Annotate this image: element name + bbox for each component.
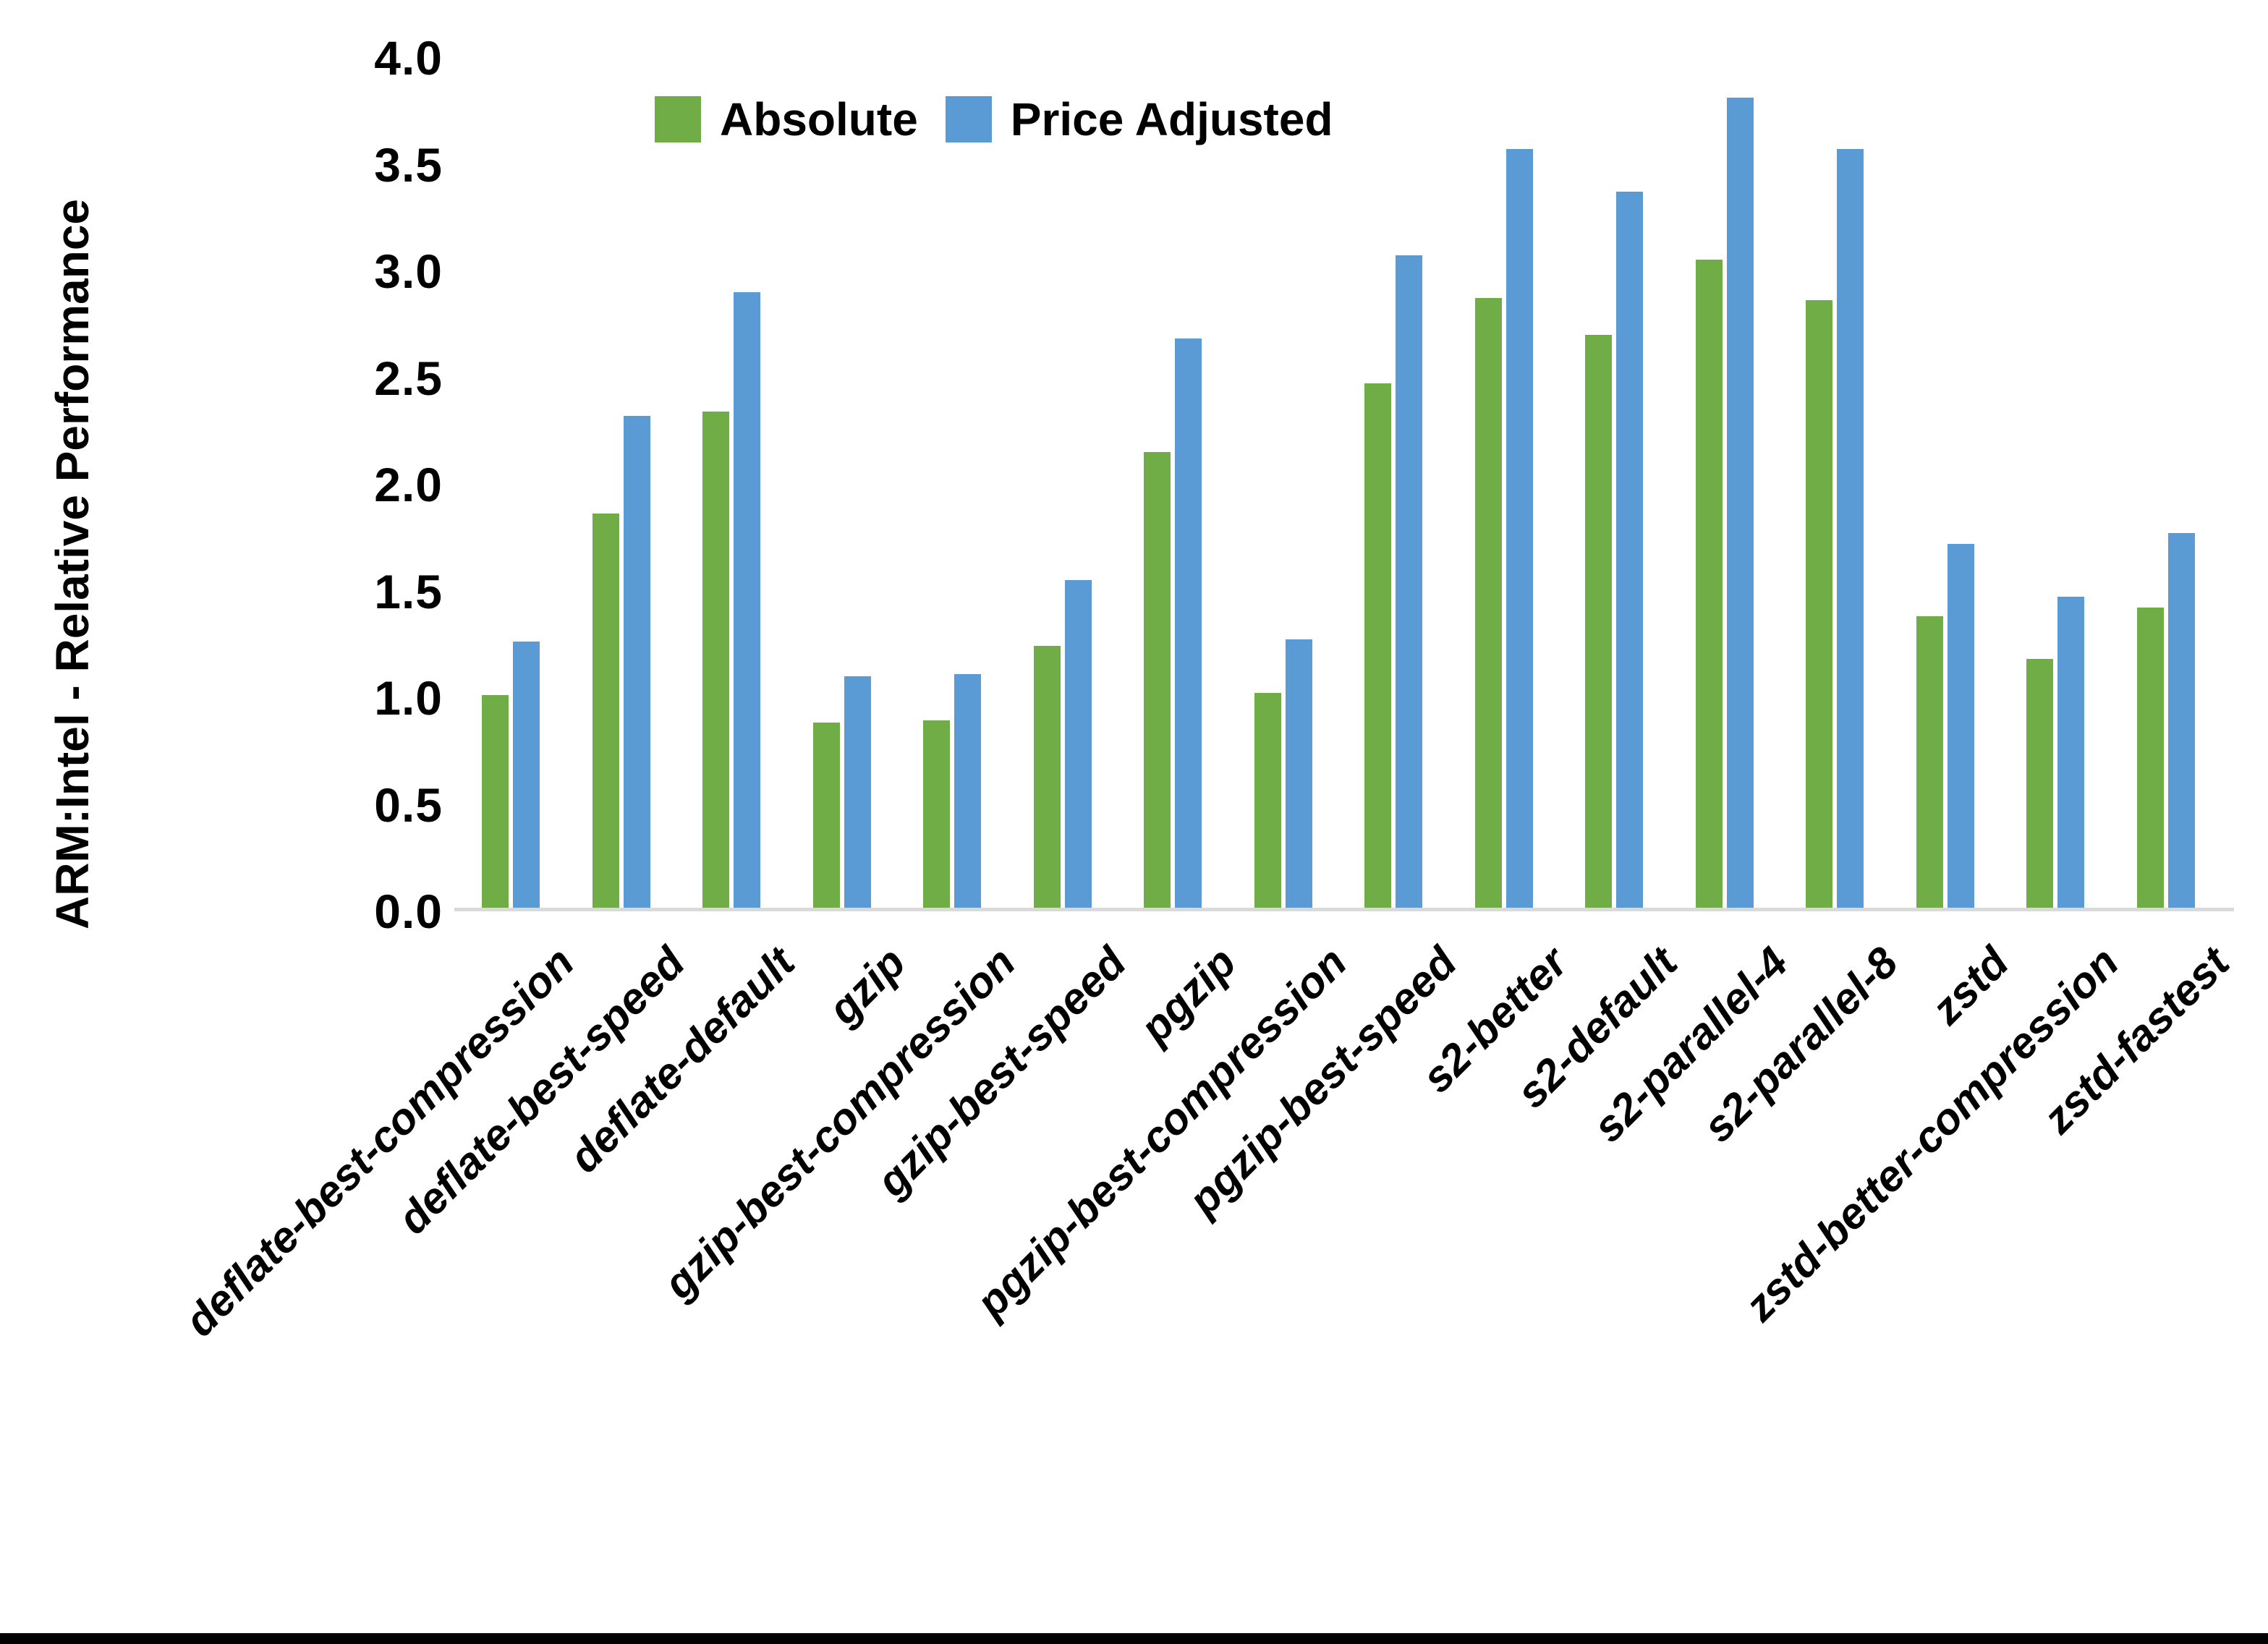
bar-absolute xyxy=(923,720,950,911)
bar-absolute xyxy=(2136,608,2164,911)
bar-price-adjusted xyxy=(2057,597,2084,911)
y-tick-label: 2.0 xyxy=(374,458,443,511)
y-tick-label: 3.0 xyxy=(374,244,443,298)
bar-absolute xyxy=(482,695,509,911)
bar-price-adjusted xyxy=(1947,543,1974,911)
bar-price-adjusted xyxy=(1064,579,1092,911)
legend-swatch-absolute-icon xyxy=(655,96,701,142)
bar-price-adjusted xyxy=(844,676,871,911)
bar-price-adjusted xyxy=(954,673,981,911)
bar-absolute xyxy=(2026,658,2053,911)
bar-price-adjusted xyxy=(623,415,650,911)
y-tick-label: 2.5 xyxy=(374,351,443,405)
bar-absolute xyxy=(1033,646,1061,911)
bar-absolute xyxy=(1474,298,1502,911)
window-bottom-border xyxy=(0,1633,2268,1644)
bar-absolute xyxy=(1364,383,1391,911)
bar-price-adjusted xyxy=(513,642,540,911)
bar-absolute xyxy=(1585,334,1612,911)
legend-label-absolute: Absolute xyxy=(720,93,918,145)
bar-absolute xyxy=(1695,260,1723,911)
bar-price-adjusted xyxy=(2167,532,2195,911)
bar-price-adjusted xyxy=(1616,191,1643,911)
bar-absolute xyxy=(1916,616,1943,911)
y-tick-label: 3.5 xyxy=(374,137,443,192)
plot-area xyxy=(482,98,2195,911)
bar-price-adjusted xyxy=(1396,255,1422,911)
bar-price-adjusted xyxy=(1505,148,1533,911)
bar-price-adjusted xyxy=(1175,338,1202,911)
legend-item-absolute: Absolute xyxy=(655,93,918,146)
y-tick-label: 1.0 xyxy=(374,671,443,725)
bar-absolute xyxy=(592,514,619,911)
bar-absolute xyxy=(1254,693,1281,911)
bar-price-adjusted xyxy=(734,291,760,911)
legend: Absolute Price Adjusted xyxy=(655,93,1333,146)
y-tick-label: 1.5 xyxy=(374,564,443,618)
bar-absolute xyxy=(1144,451,1171,911)
legend-swatch-price-adjusted-icon xyxy=(945,96,992,142)
bar-price-adjusted xyxy=(1285,639,1312,911)
bar-absolute xyxy=(702,411,729,911)
legend-label-price-adjusted: Price Adjusted xyxy=(1010,93,1333,145)
y-tick-label: 4.0 xyxy=(374,31,443,85)
y-tick-label: 0.5 xyxy=(374,778,443,832)
bar-absolute xyxy=(1806,300,1832,911)
bar-price-adjusted xyxy=(1726,98,1754,911)
legend-item-price-adjusted: Price Adjusted xyxy=(945,93,1333,146)
y-tick-label: 0.0 xyxy=(374,885,443,938)
bar-absolute xyxy=(812,723,840,911)
x-axis-line xyxy=(454,908,2234,911)
bar-price-adjusted xyxy=(1837,148,1864,911)
